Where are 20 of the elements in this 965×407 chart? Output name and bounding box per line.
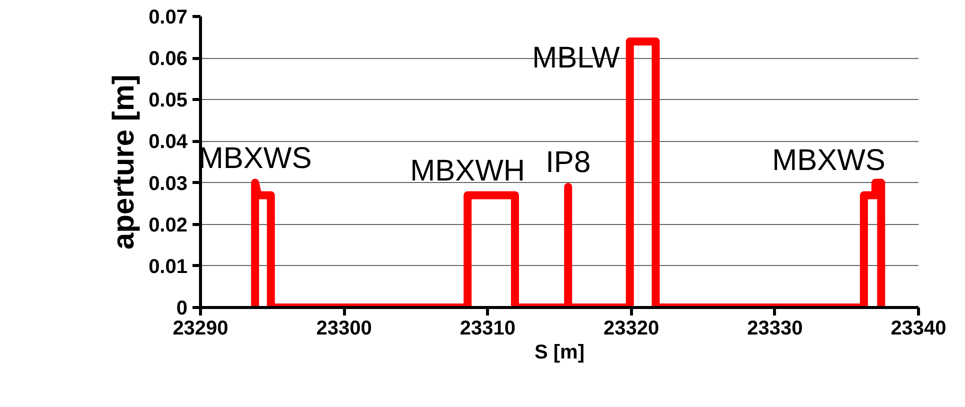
y-tick-label: 0.04 (148, 131, 188, 154)
y-axis-title: aperture [m] (108, 74, 141, 250)
annotation: MBXWS (772, 144, 886, 177)
annotation: MBXWS (198, 142, 312, 175)
y-tick-label: 0.05 (148, 90, 188, 112)
x-axis-title: S [m] (534, 342, 584, 364)
x-tick-label: 23290 (172, 318, 228, 340)
y-tick-label: 0.07 (148, 6, 188, 28)
y-tick-label: 0.02 (148, 214, 188, 236)
x-tick-label: 23340 (890, 318, 946, 340)
y-tick-label: 0 (176, 298, 188, 320)
annotation: MBXWH (410, 154, 526, 188)
y-tick-label: 0.03 (148, 172, 188, 195)
x-tick-label: 23310 (460, 318, 516, 340)
x-tick-label: 23320 (603, 318, 660, 340)
x-tick-label: 23330 (747, 318, 803, 340)
y-tick-label: 0.06 (148, 48, 188, 70)
x-tick-label: 23300 (316, 318, 372, 340)
y-tick-label: 0.01 (148, 256, 188, 278)
annotation: IP8 (546, 146, 591, 179)
